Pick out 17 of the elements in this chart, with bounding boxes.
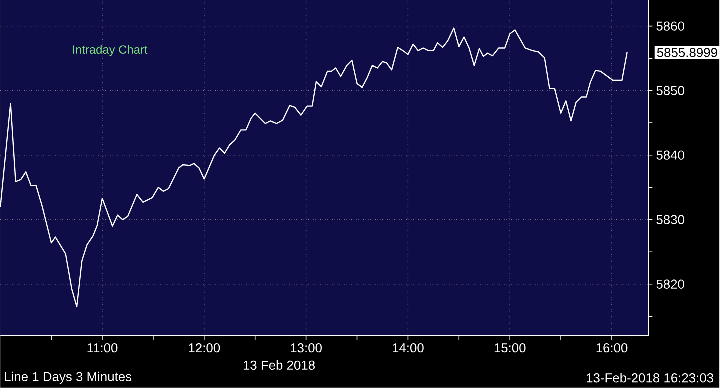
x-tick-label: 14:00: [393, 344, 424, 353]
x-tick-label: 11:00: [88, 344, 118, 353]
text: 13-Feb-2018 16:23:03: [587, 373, 714, 383]
x-tick-label: 15:00: [494, 344, 526, 353]
x-tick-label: 13:00: [291, 344, 322, 353]
y-tick-label: 5840: [656, 150, 684, 160]
text: Line 1 Days 3 Minutes: [5, 372, 132, 384]
y-tick-label: 5830: [656, 215, 684, 224]
x-axis-title: 13 Feb 2018: [244, 360, 315, 370]
line-series: [0, 28, 628, 308]
y-tick-label: 5850: [656, 86, 684, 96]
y-tick-label: 5860: [656, 22, 684, 31]
y-tick-label: 5820: [656, 280, 684, 289]
x-tick-label: 12:00: [189, 344, 220, 353]
x-tick-label: 16:00: [596, 344, 628, 353]
text: 5855.8999: [657, 48, 718, 58]
text: Intraday Chart: [73, 45, 148, 56]
